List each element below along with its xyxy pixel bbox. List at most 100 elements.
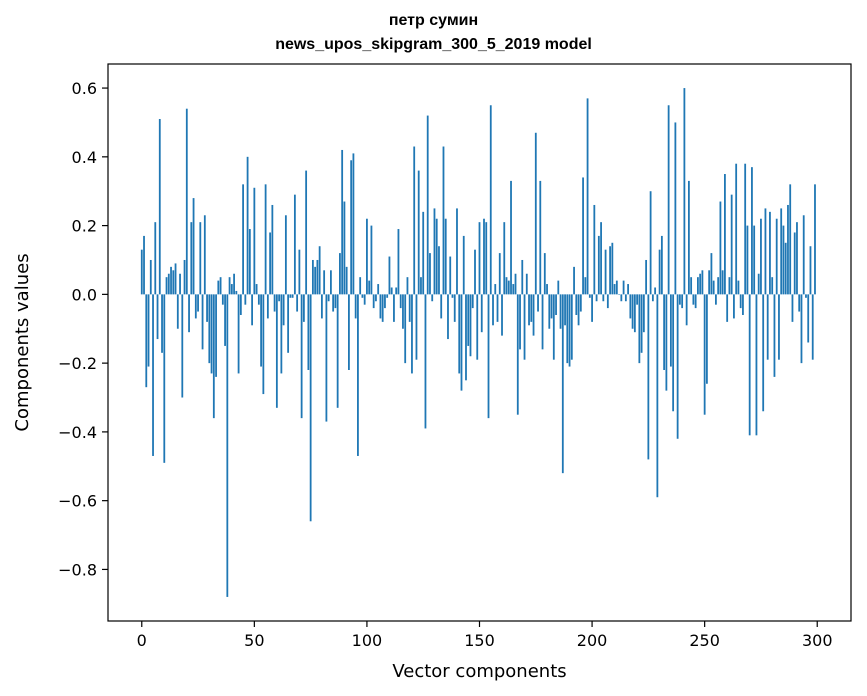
bar bbox=[226, 294, 229, 597]
bar bbox=[381, 294, 384, 322]
bar bbox=[215, 294, 217, 377]
bar bbox=[255, 284, 258, 295]
bar bbox=[156, 294, 159, 340]
bar bbox=[739, 294, 742, 309]
bar bbox=[433, 208, 436, 295]
bar bbox=[640, 294, 643, 353]
bar bbox=[451, 294, 454, 298]
bar bbox=[730, 194, 733, 295]
bar bbox=[667, 105, 670, 295]
bar bbox=[685, 294, 688, 326]
bar bbox=[280, 294, 283, 374]
bar bbox=[302, 294, 305, 322]
bar bbox=[546, 284, 548, 295]
bar bbox=[537, 294, 539, 312]
bar bbox=[570, 294, 573, 360]
bar bbox=[618, 294, 620, 295]
bar bbox=[345, 266, 348, 295]
bar bbox=[368, 280, 371, 295]
bar bbox=[683, 88, 686, 295]
bar bbox=[719, 201, 722, 295]
bar bbox=[654, 287, 657, 295]
bar bbox=[271, 204, 274, 295]
bar bbox=[665, 294, 668, 391]
bar bbox=[793, 232, 796, 295]
bar bbox=[690, 277, 693, 295]
bar bbox=[775, 218, 778, 295]
bar bbox=[710, 253, 713, 295]
x-tick-label: 150 bbox=[464, 631, 495, 650]
bar bbox=[796, 222, 798, 295]
bar bbox=[287, 294, 290, 353]
bar bbox=[460, 294, 463, 391]
bar bbox=[613, 284, 616, 295]
x-tick-label: 200 bbox=[577, 631, 608, 650]
bar bbox=[762, 294, 765, 412]
bar bbox=[681, 294, 684, 309]
bar bbox=[579, 294, 582, 312]
bar bbox=[561, 294, 564, 474]
bar bbox=[534, 132, 537, 295]
bar bbox=[633, 294, 636, 333]
bar bbox=[712, 280, 715, 295]
bar bbox=[501, 294, 503, 336]
bar bbox=[656, 294, 659, 498]
bar bbox=[465, 294, 467, 381]
bar bbox=[577, 294, 580, 326]
bar bbox=[239, 294, 242, 315]
y-tick-label: 0.0 bbox=[72, 285, 97, 304]
bar bbox=[147, 294, 150, 367]
bar bbox=[154, 222, 157, 295]
bar bbox=[559, 294, 562, 329]
bar bbox=[257, 294, 260, 305]
bar bbox=[253, 187, 256, 295]
bar bbox=[485, 222, 488, 295]
bar bbox=[300, 294, 303, 419]
bar bbox=[327, 294, 330, 302]
bar bbox=[744, 163, 747, 295]
x-axis-label: Vector components bbox=[392, 661, 566, 682]
x-axis-ticks: 0 50 100 150 200 250 300 bbox=[137, 621, 833, 650]
bar bbox=[181, 294, 184, 398]
bar bbox=[248, 229, 251, 295]
bar bbox=[325, 294, 328, 422]
bar bbox=[778, 294, 780, 360]
bar bbox=[764, 208, 767, 295]
bar bbox=[143, 235, 145, 295]
bar bbox=[645, 259, 648, 295]
bar bbox=[244, 294, 247, 305]
bar bbox=[201, 294, 204, 350]
bar bbox=[372, 294, 375, 309]
bar bbox=[769, 211, 771, 295]
bar bbox=[447, 294, 449, 340]
bar bbox=[251, 294, 253, 326]
bar bbox=[449, 256, 452, 295]
bar bbox=[413, 146, 416, 295]
bar bbox=[658, 249, 661, 295]
bar bbox=[161, 294, 163, 353]
bar bbox=[609, 246, 611, 295]
bar bbox=[172, 270, 175, 295]
bar bbox=[593, 204, 596, 295]
bar bbox=[336, 294, 339, 408]
bar bbox=[476, 294, 479, 360]
bar bbox=[415, 294, 418, 360]
bar bbox=[728, 277, 731, 295]
bar bbox=[802, 215, 805, 295]
bar bbox=[597, 235, 600, 295]
bar bbox=[420, 277, 422, 295]
bar bbox=[651, 294, 654, 302]
bar bbox=[167, 273, 170, 295]
bar bbox=[296, 294, 299, 312]
bar bbox=[721, 270, 724, 295]
bar bbox=[289, 294, 292, 298]
bar bbox=[429, 253, 431, 295]
bar bbox=[541, 294, 544, 350]
bar bbox=[395, 287, 398, 295]
bar bbox=[417, 170, 420, 295]
bar bbox=[606, 294, 609, 309]
bar bbox=[751, 167, 753, 295]
bar bbox=[791, 294, 794, 322]
bar bbox=[467, 294, 470, 346]
bar bbox=[291, 294, 294, 298]
